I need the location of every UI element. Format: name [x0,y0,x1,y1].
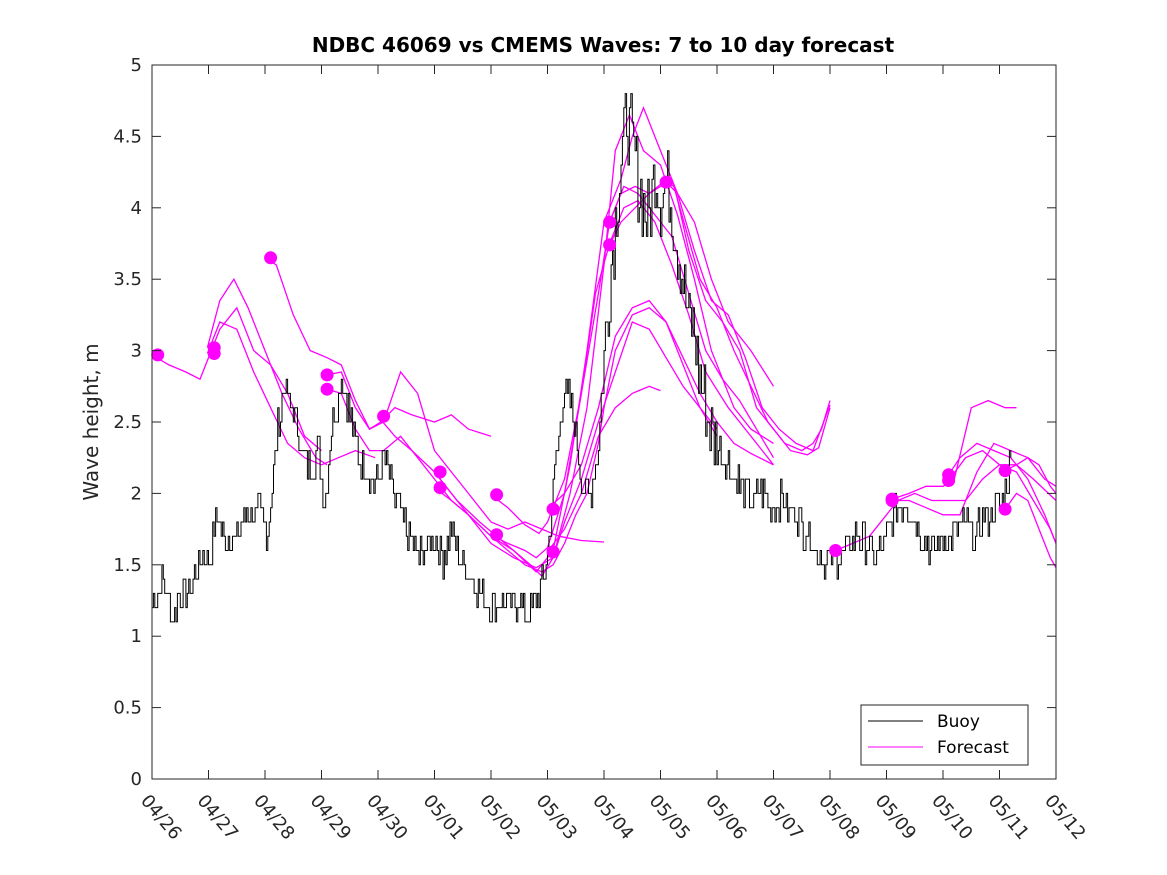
y-tick-label: 4.5 [113,126,142,147]
forecast-start-marker [264,251,278,265]
forecast-start-marker [998,464,1012,478]
forecast-series-line [547,299,774,510]
legend-box [860,704,1029,766]
forecast-markers [151,175,1012,559]
forecast-start-marker [207,347,221,360]
forecast-series-line [608,178,831,452]
forecast-start-marker [490,488,504,502]
forecast-series-line [1004,456,1057,494]
y-tick-label: 3 [131,341,142,362]
legend: Buoy Forecast [860,704,1029,766]
y-tick-label: 2.5 [113,412,142,433]
legend-buoy-label: Buoy [937,712,980,732]
y-tick-label: 5 [131,55,142,76]
forecast-series-line [948,442,1057,544]
buoy-series-line [152,93,1012,623]
forecast-series-line [546,385,661,553]
forecast-series-line [835,464,1057,552]
forecast-start-marker [546,545,560,559]
y-tick-label: 2 [131,483,142,504]
forecast-series-line [1004,492,1057,569]
y-tick-label: 4 [131,198,142,219]
y-tick-label: 0.5 [113,698,142,719]
forecast-start-marker [829,544,843,557]
forecast-start-marker [998,502,1012,516]
forecast-series-line [892,442,1057,516]
forecast-start-marker [603,215,617,229]
forecast-start-marker [546,502,560,516]
forecast-start-marker [603,238,617,252]
buoy-line [152,93,1012,623]
forecast-start-marker [942,474,956,487]
forecast-start-marker [490,528,504,542]
forecast-start-marker [433,465,447,479]
plot-area [151,64,1057,780]
y-tick-label: 1.5 [113,555,142,576]
forecast-start-marker [433,481,447,495]
plot-background [152,65,1056,779]
y-tick-label: 3.5 [113,269,142,290]
forecast-start-marker [151,348,165,362]
forecast-series-line [206,321,376,466]
forecast-start-marker [659,175,673,189]
forecast-start-marker [885,494,899,507]
y-tick-label: 1 [131,626,142,647]
forecast-start-marker [377,409,391,423]
y-axis: 0 0.5 1 1.5 2 2.5 3 3.5 4 4.5 5 [113,55,1056,790]
forecast-series-line [206,277,328,466]
y-axis-label: Wave height, m [79,343,103,500]
forecast-start-marker [320,382,334,396]
legend-forecast-label: Forecast [937,738,1009,758]
forecast-series-line [490,185,775,535]
y-tick-label: 0 [131,769,142,790]
forecast-series-line [665,181,831,452]
chart-title: NDBC 46069 vs CMEMS Waves: 7 to 10 day f… [312,33,895,57]
forecast-start-marker [320,368,334,382]
forecast-series-line [326,370,605,543]
